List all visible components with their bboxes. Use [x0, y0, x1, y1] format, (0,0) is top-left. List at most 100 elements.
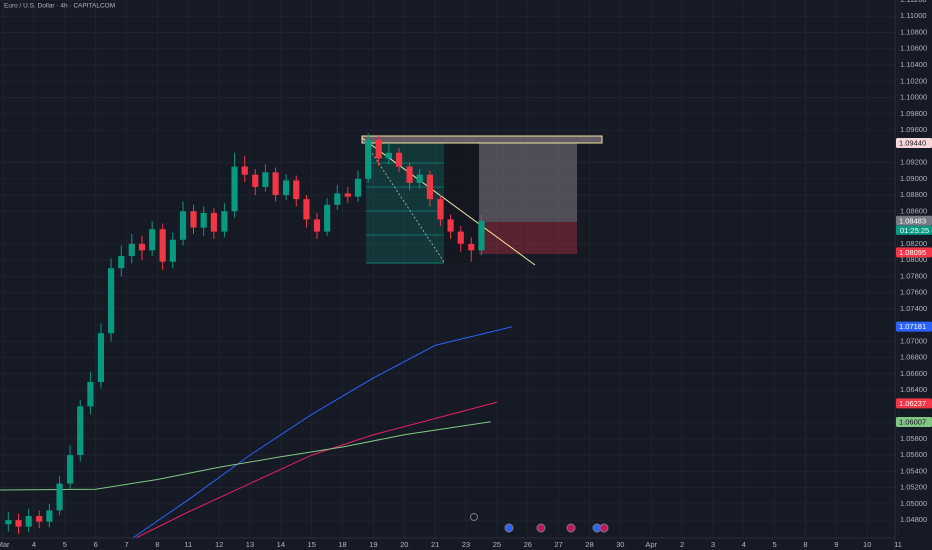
trend-line	[361, 137, 536, 266]
x-tick-label: 5	[63, 540, 67, 549]
x-tick-label: 8	[803, 540, 807, 549]
candle-body	[210, 212, 217, 232]
price-tag-label: 1.06237	[899, 399, 926, 408]
price-tag	[896, 417, 932, 428]
x-tick-label: 19	[369, 540, 377, 549]
moving-average	[132, 326, 513, 538]
x-tick-label: 11	[894, 540, 902, 549]
event-icon[interactable]	[470, 513, 478, 521]
candle-body	[241, 166, 248, 175]
candle-body	[108, 268, 115, 334]
countdown-tag	[896, 225, 932, 235]
event-icons	[470, 513, 609, 533]
candle-body	[406, 166, 413, 183]
x-tick-label: Mar	[0, 540, 10, 549]
candle-body	[15, 520, 22, 527]
candle-body	[375, 139, 382, 159]
x-tick-label: 13	[246, 540, 254, 549]
candle-body	[303, 199, 310, 220]
x-tick-label: 11	[184, 540, 192, 549]
y-tick-label: 1.09000	[900, 174, 927, 183]
candle-body	[149, 229, 156, 251]
resistance-box	[361, 135, 603, 144]
y-tick-label: 1.05200	[900, 483, 927, 492]
x-tick-label: 23	[462, 540, 470, 549]
candle-body	[46, 510, 53, 522]
candle-body	[324, 204, 331, 232]
candle-body	[262, 172, 269, 187]
price-tag-label: 1.07181	[899, 322, 926, 331]
price-tag-label: 1.08095	[899, 248, 926, 257]
candle-body	[231, 166, 238, 212]
y-tick-label: 1.10200	[900, 76, 927, 85]
x-tick-label: 27	[554, 540, 562, 549]
candle-body	[190, 211, 197, 228]
y-tick-label: 1.11200	[900, 0, 927, 4]
candle-body	[118, 255, 125, 269]
y-tick-label: 1.05000	[900, 499, 927, 508]
y-tick-label: 1.05800	[900, 434, 927, 443]
x-tick-label: 25	[493, 540, 501, 549]
x-tick-label: 5	[773, 540, 777, 549]
y-tick-label: 1.06600	[900, 369, 927, 378]
candle-body	[128, 243, 135, 256]
candle-body	[87, 381, 94, 407]
event-icon[interactable]	[536, 523, 546, 533]
candle-body	[457, 231, 464, 244]
x-tick-label: 15	[308, 540, 316, 549]
candle-body	[447, 219, 454, 232]
y-tick-label: 1.04800	[900, 515, 927, 524]
moving-average	[135, 401, 498, 538]
candle-body	[169, 239, 176, 262]
candle-body	[179, 211, 187, 240]
candle-body	[395, 152, 403, 167]
y-tick-label: 1.10000	[900, 93, 927, 102]
price-tag-label: 1.06007	[899, 418, 926, 427]
price-tag-label: 1.08483	[899, 216, 926, 225]
event-icon[interactable]	[504, 523, 514, 533]
price-tag	[896, 215, 932, 226]
price-tag	[896, 247, 932, 258]
x-tick-label: 2	[680, 540, 684, 549]
x-tick-label: 3	[711, 540, 715, 549]
candle-body	[468, 243, 475, 251]
x-tick-label: Apr	[645, 540, 657, 549]
candle-body	[200, 212, 207, 228]
candle-body	[385, 152, 392, 159]
price-tag	[896, 138, 932, 149]
y-tick-label: 1.06400	[900, 385, 927, 394]
y-tick-label: 1.09200	[900, 158, 927, 167]
y-tick-label: 1.10400	[900, 60, 927, 69]
y-tick-label: 1.07600	[900, 288, 927, 297]
y-tick-label: 1.10800	[900, 27, 927, 36]
candle-body	[252, 174, 259, 187]
x-tick-label: 4	[742, 540, 746, 549]
grid	[0, 0, 899, 538]
event-icon[interactable]	[599, 523, 609, 533]
x-tick-label: 18	[338, 540, 346, 549]
candle-body	[5, 520, 12, 525]
y-tick-label: 1.09600	[900, 125, 927, 134]
event-icon[interactable]	[566, 523, 576, 533]
x-tick-label: 14	[277, 540, 285, 549]
x-tick-label: 12	[215, 540, 223, 549]
candle-body	[334, 193, 341, 205]
y-tick-label: 1.11000	[900, 11, 927, 20]
y-tick-label: 1.06800	[900, 353, 927, 362]
countdown-label: 01:25:25	[900, 226, 929, 235]
candle-body	[138, 243, 146, 251]
candle-body	[365, 139, 372, 179]
price-tag	[896, 321, 932, 332]
candle-body	[66, 455, 74, 484]
stop-zone	[479, 222, 577, 254]
y-tick-label: 1.09800	[900, 109, 927, 118]
candle-body	[437, 199, 444, 220]
price-tag	[896, 398, 932, 409]
candle-body	[159, 229, 166, 262]
y-tick-label: 1.10600	[900, 44, 927, 53]
candle-body	[25, 516, 32, 527]
x-tick-label: 7	[124, 540, 128, 549]
y-tick-label: 1.08200	[900, 239, 927, 248]
y-tick-label: 1.08600	[900, 206, 927, 215]
